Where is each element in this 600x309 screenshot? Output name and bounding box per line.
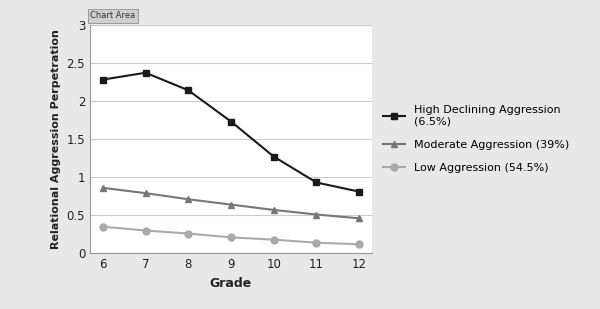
High Declining Aggression
(6.5%) xyxy=(313,181,320,184)
Text: Chart Area: Chart Area xyxy=(90,11,135,20)
Low Aggression (54.5%) xyxy=(227,235,235,239)
Y-axis label: Relational Aggression Perpetration: Relational Aggression Perpetration xyxy=(51,29,61,249)
Line: Low Aggression (54.5%): Low Aggression (54.5%) xyxy=(100,223,362,248)
Low Aggression (54.5%) xyxy=(142,229,149,232)
Low Aggression (54.5%) xyxy=(356,242,363,246)
X-axis label: Grade: Grade xyxy=(210,277,252,290)
High Declining Aggression
(6.5%) xyxy=(99,78,106,82)
Moderate Aggression (39%) xyxy=(142,191,149,195)
High Declining Aggression
(6.5%) xyxy=(227,120,235,123)
Moderate Aggression (39%) xyxy=(99,186,106,190)
Line: High Declining Aggression
(6.5%): High Declining Aggression (6.5%) xyxy=(100,69,362,195)
Legend: High Declining Aggression
(6.5%), Moderate Aggression (39%), Low Aggression (54.: High Declining Aggression (6.5%), Modera… xyxy=(383,105,569,173)
High Declining Aggression
(6.5%) xyxy=(142,71,149,74)
Moderate Aggression (39%) xyxy=(227,203,235,206)
High Declining Aggression
(6.5%) xyxy=(270,155,277,159)
Low Aggression (54.5%) xyxy=(313,241,320,244)
Low Aggression (54.5%) xyxy=(270,238,277,242)
Moderate Aggression (39%) xyxy=(270,208,277,212)
High Declining Aggression
(6.5%) xyxy=(185,88,192,92)
Moderate Aggression (39%) xyxy=(185,197,192,201)
Low Aggression (54.5%) xyxy=(99,225,106,229)
Moderate Aggression (39%) xyxy=(313,213,320,216)
Low Aggression (54.5%) xyxy=(185,232,192,235)
Moderate Aggression (39%) xyxy=(356,217,363,220)
Line: Moderate Aggression (39%): Moderate Aggression (39%) xyxy=(100,184,362,222)
High Declining Aggression
(6.5%) xyxy=(356,190,363,193)
